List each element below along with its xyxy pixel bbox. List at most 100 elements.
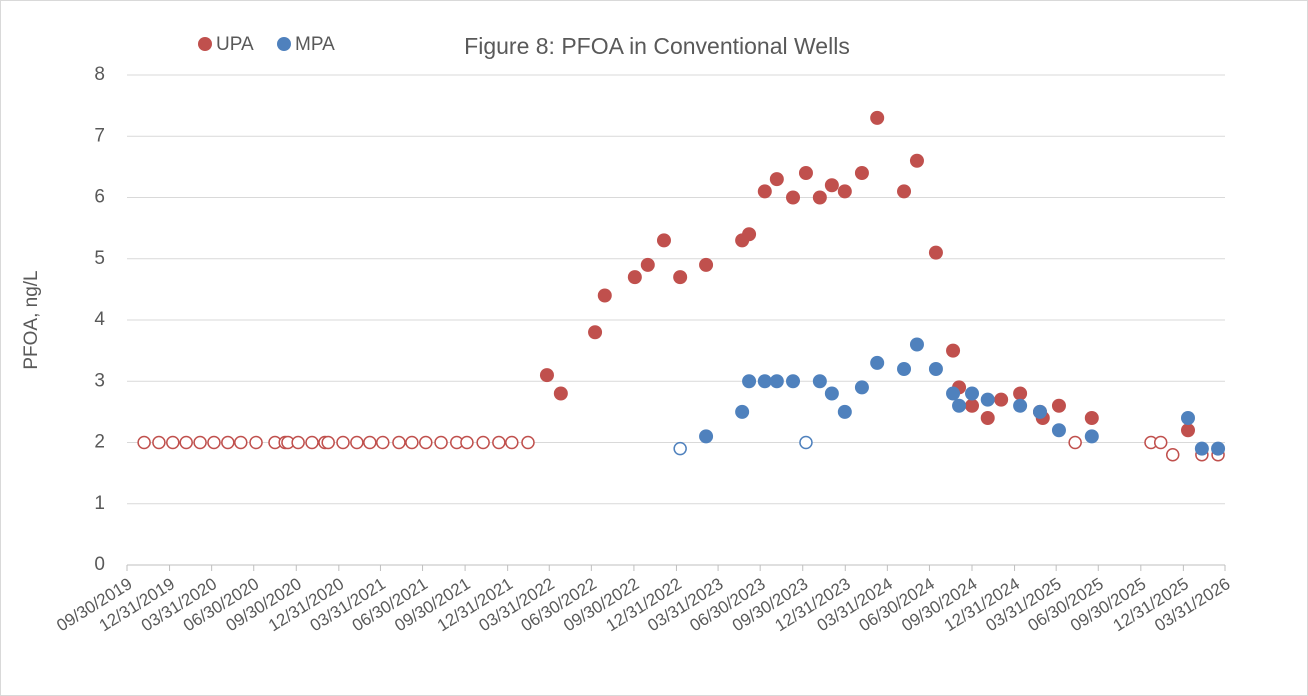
point — [221, 435, 235, 450]
point — [539, 368, 554, 383]
point — [249, 435, 263, 450]
point — [946, 343, 961, 358]
point — [1084, 429, 1099, 444]
y-tick-label: 6 — [94, 187, 105, 208]
point — [363, 435, 377, 450]
point — [419, 435, 433, 450]
point — [799, 435, 813, 450]
point — [553, 386, 568, 401]
point — [854, 380, 869, 395]
point — [699, 257, 714, 272]
point — [476, 435, 490, 450]
point — [786, 374, 801, 389]
point — [837, 404, 852, 419]
point — [742, 227, 757, 242]
point — [980, 392, 995, 407]
point — [824, 178, 839, 193]
point — [321, 435, 335, 450]
point — [798, 166, 813, 180]
point — [193, 435, 207, 450]
point — [1051, 398, 1066, 413]
y-axis-label: PFOA, ng/L — [21, 270, 42, 369]
point — [656, 233, 671, 248]
point — [812, 190, 827, 205]
point — [336, 435, 350, 450]
point — [1180, 411, 1195, 425]
point — [769, 374, 784, 389]
point — [980, 411, 995, 425]
point — [1194, 441, 1209, 456]
point — [786, 190, 801, 205]
point — [1165, 448, 1180, 462]
y-tick-label: 1 — [94, 493, 105, 514]
point — [673, 441, 687, 456]
y-tick-label: 4 — [94, 309, 105, 330]
y-tick-label: 3 — [94, 370, 105, 391]
point — [742, 374, 757, 389]
chart-title: Figure 8: PFOA in Conventional Wells — [464, 33, 850, 59]
point — [897, 362, 912, 376]
point — [735, 404, 750, 419]
point — [965, 386, 980, 401]
y-tick-label: 7 — [94, 125, 105, 146]
legend-marker — [198, 37, 212, 51]
point — [597, 288, 612, 303]
point — [350, 435, 364, 450]
point — [854, 166, 869, 180]
y-tick-label: 8 — [94, 64, 105, 85]
point — [946, 386, 961, 401]
point — [405, 435, 419, 450]
point — [909, 337, 924, 352]
point — [234, 435, 248, 450]
y-tick-label: 0 — [94, 554, 105, 575]
point — [392, 435, 406, 450]
point — [137, 435, 151, 450]
point — [673, 270, 688, 285]
legend-label: MPA — [295, 34, 335, 55]
point — [769, 172, 784, 187]
point — [812, 374, 827, 389]
point — [152, 435, 166, 450]
point — [1068, 435, 1082, 450]
point — [627, 270, 642, 285]
point — [757, 374, 772, 389]
point — [1153, 435, 1168, 450]
y-tick-label: 2 — [94, 432, 105, 453]
point — [492, 435, 506, 450]
legend-label: UPA — [216, 34, 254, 55]
point — [460, 435, 474, 450]
y-tick-label: 5 — [94, 248, 105, 269]
point — [640, 257, 655, 272]
point — [928, 245, 943, 260]
point — [994, 392, 1009, 407]
point — [965, 398, 980, 413]
point — [1051, 423, 1066, 438]
point — [1013, 386, 1028, 401]
point — [376, 435, 390, 450]
point — [1211, 441, 1226, 456]
point — [588, 325, 603, 340]
point — [837, 184, 852, 199]
point — [757, 184, 772, 199]
point — [1032, 404, 1047, 419]
point — [928, 362, 943, 376]
point — [434, 435, 448, 450]
point — [699, 429, 714, 444]
point — [952, 398, 967, 413]
point — [824, 386, 839, 401]
point — [521, 435, 535, 450]
legend-marker — [277, 37, 291, 51]
point — [291, 435, 305, 450]
point — [166, 435, 180, 450]
point — [870, 355, 885, 370]
point — [179, 435, 193, 450]
point — [909, 153, 924, 168]
point — [870, 110, 885, 125]
point — [897, 184, 912, 199]
point — [1084, 411, 1099, 425]
point — [207, 435, 221, 450]
point — [1013, 398, 1028, 413]
